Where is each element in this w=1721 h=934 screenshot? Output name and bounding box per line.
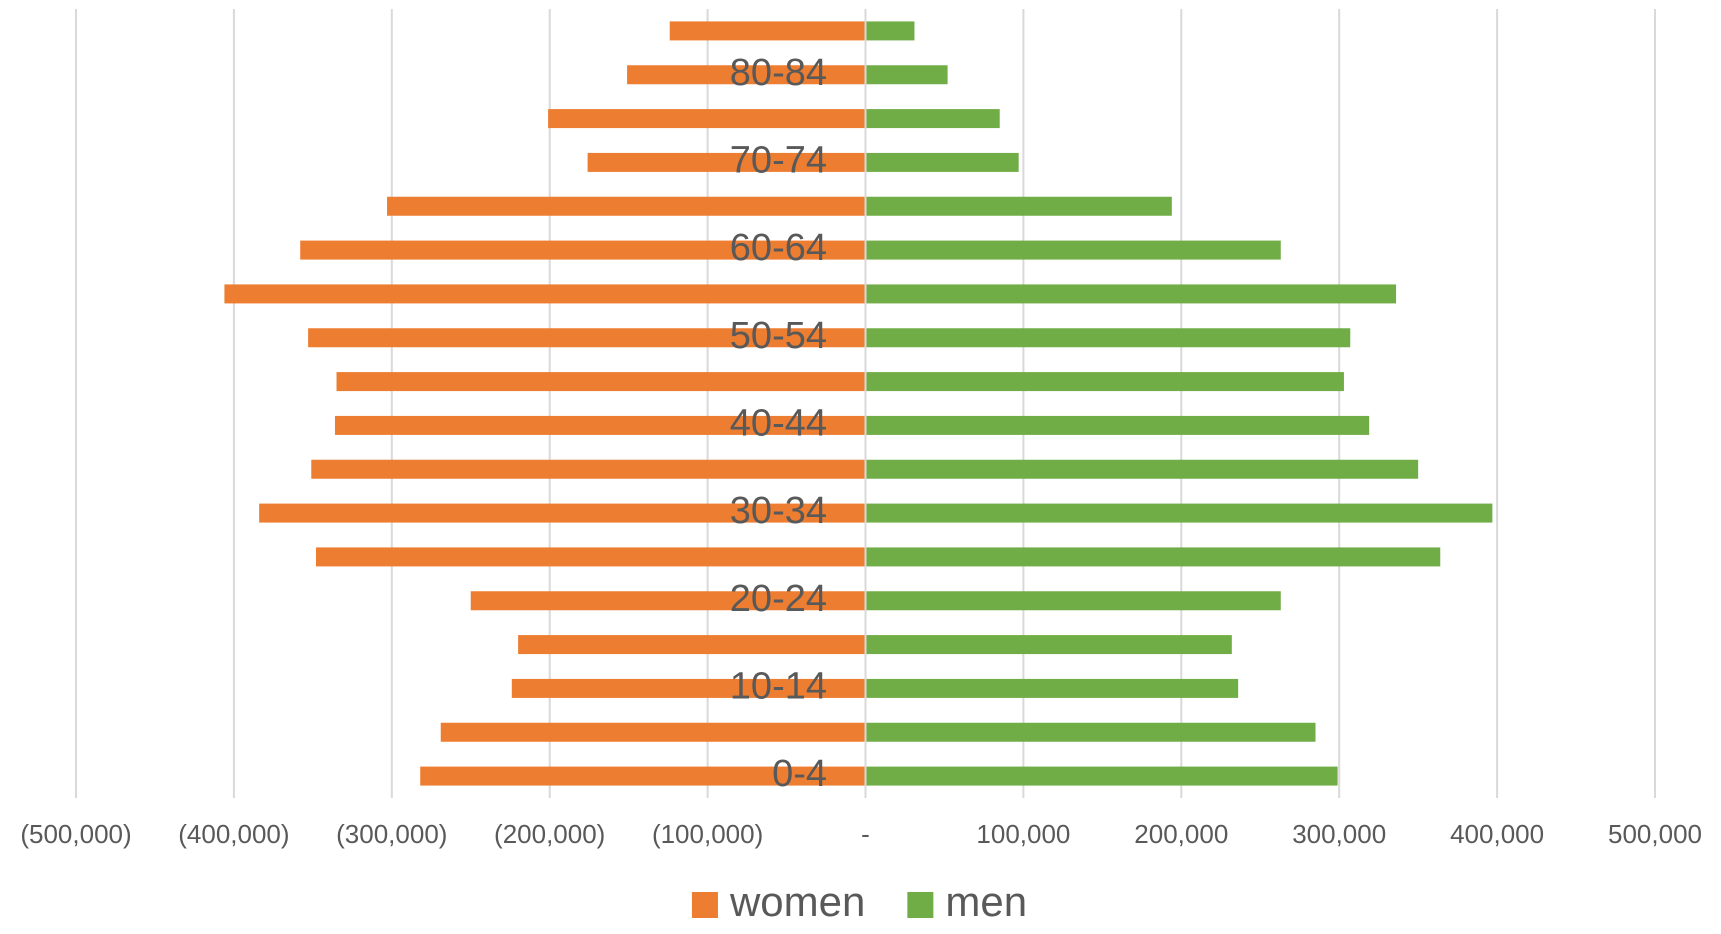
bar bbox=[865, 722, 1316, 742]
x-tick-label: 200,000 bbox=[1134, 819, 1228, 849]
bar bbox=[865, 591, 1281, 611]
bar bbox=[259, 503, 866, 523]
bar bbox=[865, 372, 1344, 392]
x-tick-label: (500,000) bbox=[20, 819, 131, 849]
bar bbox=[865, 415, 1370, 435]
y-tick-label: 80-84 bbox=[730, 52, 827, 94]
bar bbox=[865, 635, 1232, 655]
bar bbox=[669, 21, 866, 41]
bar bbox=[316, 547, 866, 567]
bar bbox=[865, 284, 1397, 304]
bar bbox=[865, 678, 1239, 698]
legend-label: men bbox=[945, 878, 1027, 925]
legend-swatch bbox=[907, 892, 934, 918]
bar bbox=[865, 328, 1351, 348]
bar bbox=[587, 152, 866, 172]
bar bbox=[420, 766, 866, 786]
bar bbox=[300, 240, 866, 260]
bar bbox=[224, 284, 866, 304]
bar bbox=[548, 109, 866, 129]
legend-swatch bbox=[691, 892, 718, 918]
bar bbox=[865, 459, 1419, 479]
bar bbox=[311, 459, 866, 479]
bar bbox=[865, 109, 1000, 129]
x-tick-label: 300,000 bbox=[1292, 819, 1386, 849]
y-tick-label: 30-34 bbox=[730, 490, 827, 532]
x-tick-label: 400,000 bbox=[1450, 819, 1544, 849]
bar bbox=[387, 196, 866, 216]
bar bbox=[518, 635, 866, 655]
bar bbox=[865, 503, 1493, 523]
y-tick-label: 0-4 bbox=[772, 753, 827, 795]
bar bbox=[865, 766, 1338, 786]
x-tick-label: - bbox=[861, 819, 870, 849]
bar bbox=[440, 722, 866, 742]
bar bbox=[334, 415, 866, 435]
y-tick-label: 50-54 bbox=[730, 315, 827, 357]
y-tick-label: 70-74 bbox=[730, 139, 827, 181]
bar bbox=[865, 65, 948, 85]
legend-label: women bbox=[729, 878, 865, 925]
bar bbox=[627, 65, 866, 85]
y-tick-label: 60-64 bbox=[730, 227, 827, 269]
y-tick-label: 10-14 bbox=[730, 665, 827, 707]
x-tick-label: 100,000 bbox=[976, 819, 1070, 849]
bar bbox=[511, 678, 866, 698]
bar bbox=[470, 591, 866, 611]
bar bbox=[865, 240, 1281, 260]
bar bbox=[336, 372, 866, 392]
bar bbox=[865, 547, 1441, 567]
bar bbox=[865, 152, 1019, 172]
bar bbox=[308, 328, 866, 348]
x-tick-label: (300,000) bbox=[336, 819, 447, 849]
x-tick-label: (400,000) bbox=[178, 819, 289, 849]
y-tick-label: 20-24 bbox=[730, 578, 827, 620]
bar bbox=[865, 196, 1172, 216]
x-tick-label: (200,000) bbox=[494, 819, 605, 849]
x-tick-label: (100,000) bbox=[652, 819, 763, 849]
bar bbox=[865, 21, 915, 41]
y-tick-label: 40-44 bbox=[730, 402, 827, 444]
x-tick-label: 500,000 bbox=[1608, 819, 1702, 849]
